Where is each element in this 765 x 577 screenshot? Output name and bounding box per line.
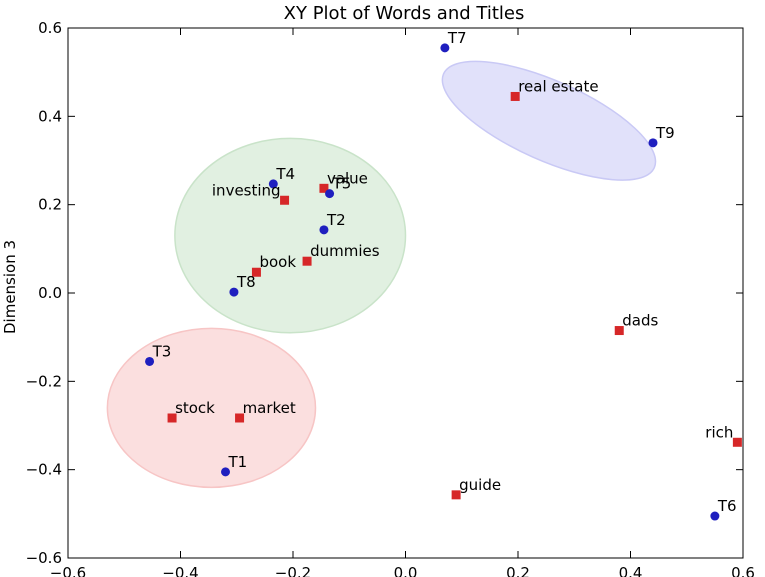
point-title-t3 (145, 356, 155, 366)
point-title-t9 (648, 138, 658, 148)
label-t8: T8 (236, 273, 256, 291)
point-word-market (235, 413, 245, 423)
label-t2: T2 (326, 211, 346, 229)
point-word-dummies (302, 256, 312, 266)
label-t3: T3 (152, 342, 172, 360)
label-rich: rich (705, 423, 733, 441)
x-tick-label: 0.4 (619, 564, 643, 577)
y-tick-label: 0.2 (38, 196, 62, 214)
cluster-ellipses (106, 60, 657, 489)
label-t4: T4 (275, 165, 295, 183)
label-book: book (259, 253, 296, 271)
label-market: market (243, 399, 296, 417)
x-tick-label: −0.2 (275, 564, 311, 577)
cluster-ellipse-1 (106, 327, 317, 489)
point-word-value (319, 183, 329, 193)
point-labels: real estate value investing dummies book dads… (152, 29, 737, 515)
point-word-book (251, 267, 261, 277)
point-title-t2 (319, 225, 329, 235)
label-stock: stock (175, 399, 215, 417)
point-word-dads (614, 326, 624, 336)
point-title-t5 (325, 189, 335, 199)
point-title-t4 (268, 179, 278, 189)
cluster-ellipse-3 (441, 60, 657, 181)
chart-title: XY Plot of Words and Titles (284, 3, 525, 24)
label-dads: dads (622, 312, 658, 330)
point-word-guide (451, 490, 461, 500)
x-tick-label: 0.6 (731, 564, 755, 577)
axis-ticks: −0.6 −0.4 −0.2 0.0 0.2 0.4 0.6 −0.6 −0.4 −0.2 0.0 0… (26, 19, 755, 577)
label-real-estate: real estate (518, 77, 598, 95)
point-word-investing (280, 195, 290, 205)
x-tick-label: 0.0 (394, 564, 418, 577)
y-tick-label: 0.0 (38, 284, 62, 302)
point-title-t1 (221, 467, 230, 477)
data-points (145, 43, 742, 521)
label-dummies: dummies (310, 242, 380, 260)
point-title-t6 (710, 511, 720, 521)
x-tick-label: −0.4 (162, 564, 198, 577)
y-tick-label: −0.4 (26, 461, 62, 479)
label-t6: T6 (717, 497, 737, 515)
x-tick-label: 0.2 (506, 564, 530, 577)
point-word-real-estate (510, 91, 520, 101)
x-tick-label: −0.6 (50, 564, 86, 577)
y-axis-label: Dimension 3 (1, 240, 19, 334)
label-t7: T7 (447, 29, 467, 47)
point-word-rich (732, 437, 742, 447)
label-t9: T9 (655, 124, 675, 142)
label-t5: T5 (332, 175, 352, 193)
point-word-stock (167, 413, 177, 423)
label-guide: guide (459, 476, 501, 494)
point-title-t7 (440, 43, 450, 53)
y-tick-label: 0.6 (38, 19, 62, 37)
y-tick-label: −0.6 (26, 549, 62, 567)
y-tick-label: −0.2 (26, 372, 62, 390)
point-title-t8 (229, 287, 239, 297)
label-investing: investing (212, 181, 281, 199)
cluster-ellipse-2 (174, 137, 407, 334)
label-value: value (327, 169, 368, 187)
label-t1: T1 (228, 453, 248, 471)
y-tick-label: 0.4 (38, 107, 62, 125)
